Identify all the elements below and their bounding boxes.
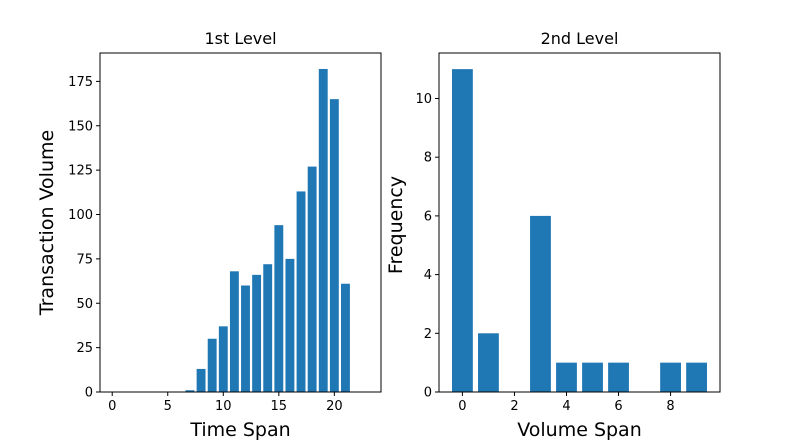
bar — [582, 362, 603, 392]
y-axis-label: Frequency — [385, 176, 407, 274]
y-tick-label: 50 — [76, 297, 93, 312]
y-tick-label: 0 — [424, 386, 432, 401]
y-tick-label: 175 — [68, 75, 93, 90]
bar — [556, 362, 577, 392]
y-tick-label: 2 — [424, 327, 432, 342]
plot-frame — [99, 52, 382, 393]
y-tick-label: 150 — [68, 119, 93, 134]
x-axis-ticks: 0 2 4 6 8 — [458, 392, 675, 414]
bar — [608, 362, 629, 392]
y-tick-label: 10 — [415, 92, 432, 107]
x-axis-ticks: 0 5 10 15 20 — [108, 392, 343, 414]
bar — [218, 326, 228, 392]
bar — [285, 258, 295, 392]
chart-1st-level: 1st Level 0 5 10 15 20 0 25 50 75 100 125 150 175 T… — [36, 29, 382, 440]
x-tick-label: 0 — [458, 399, 466, 414]
bar — [452, 69, 473, 393]
x-tick-label: 2 — [510, 399, 518, 414]
bar — [296, 191, 306, 392]
y-axis-ticks: 0 2 4 6 8 10 — [415, 92, 439, 401]
bar — [207, 338, 217, 392]
bar — [660, 362, 681, 392]
y-tick-label: 6 — [424, 209, 432, 224]
y-axis-ticks: 0 25 50 75 100 125 150 175 — [68, 75, 100, 401]
x-tick-label: 5 — [164, 399, 172, 414]
y-tick-label: 75 — [76, 252, 93, 267]
bar — [196, 368, 206, 392]
x-tick-label: 0 — [108, 399, 116, 414]
y-tick-label: 4 — [424, 268, 432, 283]
bar — [530, 215, 551, 392]
bar — [229, 271, 239, 392]
x-tick-label: 4 — [562, 399, 570, 414]
bar — [341, 283, 350, 392]
bar — [318, 68, 328, 393]
chart-title: 2nd Level — [541, 29, 619, 48]
x-axis-label: Volume Span — [517, 419, 642, 440]
x-tick-label: 10 — [215, 399, 232, 414]
bar — [241, 285, 250, 392]
x-tick-label: 6 — [614, 399, 622, 414]
bar — [686, 362, 707, 392]
bar — [478, 333, 499, 392]
bar-series — [452, 69, 707, 393]
plot-frame — [438, 52, 721, 393]
bar — [307, 166, 317, 392]
y-tick-label: 100 — [68, 208, 93, 223]
bar — [252, 274, 262, 392]
chart-title: 1st Level — [204, 29, 276, 48]
bar — [263, 264, 273, 392]
bar — [329, 99, 339, 392]
y-tick-label: 0 — [85, 386, 93, 401]
x-tick-label: 20 — [326, 399, 343, 414]
chart-2nd-level: 2nd Level 0 2 4 6 8 0 2 4 6 8 10 Volume Span Freq… — [385, 29, 721, 440]
x-axis-label: Time Span — [189, 419, 290, 440]
y-tick-label: 25 — [76, 341, 93, 356]
bar-series — [185, 68, 350, 393]
y-tick-label: 8 — [424, 151, 432, 166]
x-tick-label: 15 — [271, 399, 288, 414]
x-tick-label: 8 — [666, 399, 674, 414]
y-axis-label: Transaction Volume — [36, 130, 58, 316]
bar — [185, 390, 195, 392]
y-tick-label: 125 — [68, 164, 93, 179]
bar — [274, 225, 284, 392]
